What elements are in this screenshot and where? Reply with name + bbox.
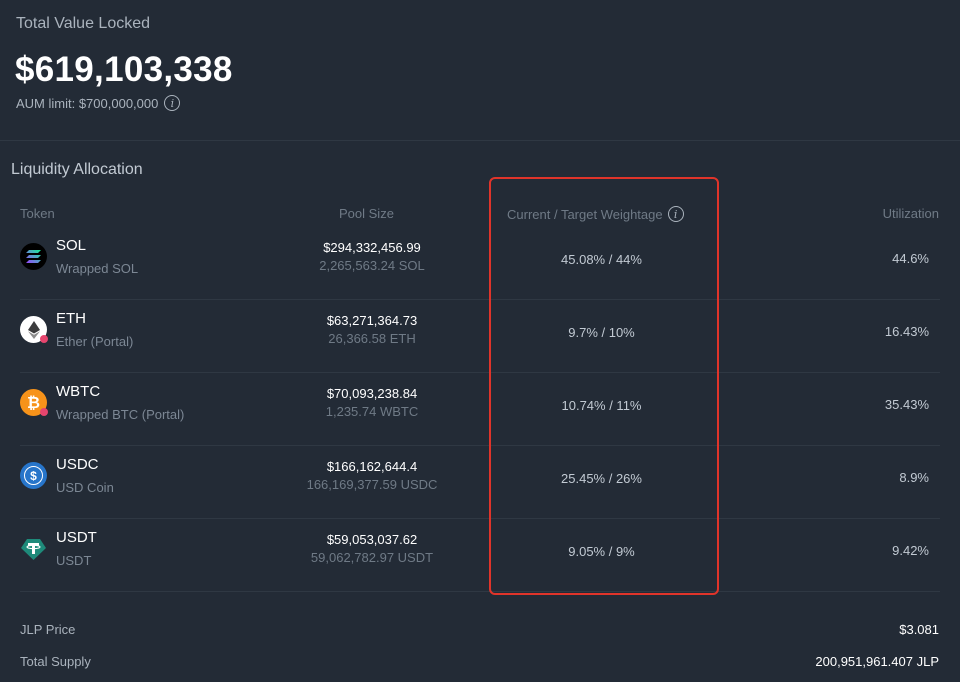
weightage: 25.45% / 26% bbox=[561, 471, 642, 486]
header-utilization: Utilization bbox=[882, 206, 939, 221]
row-divider bbox=[20, 445, 940, 446]
usdt-icon bbox=[20, 535, 47, 562]
pool-size-amount: 1,235.74 WBTC bbox=[325, 404, 419, 419]
row-divider bbox=[20, 591, 940, 592]
usdc-icon: $ bbox=[20, 462, 47, 489]
pool-size-usd: $294,332,456.99 bbox=[323, 240, 421, 255]
pool-size-amount: 26,366.58 ETH bbox=[328, 331, 416, 346]
weightage: 9.7% / 10% bbox=[568, 325, 635, 340]
token-name: Ether (Portal) bbox=[56, 334, 134, 349]
aum-limit: AUM limit: $700,000,000 i bbox=[16, 95, 181, 111]
table-row: SOL Wrapped SOL $294,332,456.99 2,265,56… bbox=[20, 227, 940, 300]
pool-size-amount: 59,062,782.97 USDT bbox=[310, 550, 434, 565]
token-symbol: ETH bbox=[56, 310, 86, 327]
pool-size-amount: 166,169,377.59 USDC bbox=[306, 477, 438, 492]
weightage: 10.74% / 11% bbox=[561, 398, 642, 413]
aum-limit-text: AUM limit: $700,000,000 bbox=[16, 95, 159, 111]
utilization: 44.6% bbox=[892, 251, 929, 266]
pool-size-usd: $70,093,238.84 bbox=[326, 386, 418, 401]
token-symbol: WBTC bbox=[56, 383, 101, 400]
table-row: USDT USDT $59,053,037.62 59,062,782.97 U… bbox=[20, 519, 940, 592]
section-title: Liquidity Allocation bbox=[11, 161, 143, 178]
total-supply-label: Total Supply bbox=[20, 654, 91, 669]
table-row: ₿ WBTC Wrapped BTC (Portal) $70,093,238.… bbox=[20, 373, 940, 446]
token-name: USDT bbox=[56, 553, 92, 568]
header-pool-size: Pool Size bbox=[339, 206, 394, 221]
info-icon[interactable]: i bbox=[667, 206, 684, 222]
row-divider bbox=[20, 372, 940, 373]
info-icon[interactable]: i bbox=[164, 95, 181, 111]
header-weightage: Current / Target Weightage i bbox=[507, 206, 684, 222]
weightage: 45.08% / 44% bbox=[561, 252, 642, 267]
sol-icon bbox=[20, 243, 47, 270]
weightage: 9.05% / 9% bbox=[568, 544, 635, 559]
table-row: $ USDC USD Coin $166,162,644.4 166,169,3… bbox=[20, 446, 940, 519]
jlp-price-value: $3.081 bbox=[899, 622, 939, 637]
tvl-value: $619,103,338 bbox=[15, 50, 233, 89]
token-symbol: USDT bbox=[56, 529, 97, 546]
pool-size-usd: $166,162,644.4 bbox=[326, 459, 418, 474]
pool-size-usd: $63,271,364.73 bbox=[326, 313, 418, 328]
row-divider bbox=[20, 299, 940, 300]
btc-icon: ₿ bbox=[20, 389, 48, 416]
token-name: Wrapped SOL bbox=[56, 261, 139, 276]
utilization: 16.43% bbox=[884, 324, 929, 339]
highlight-box bbox=[489, 177, 719, 595]
tvl-title: Total Value Locked bbox=[16, 15, 151, 32]
utilization: 35.43% bbox=[884, 397, 929, 412]
header-weightage-label: Current / Target Weightage bbox=[507, 206, 663, 222]
utilization: 8.9% bbox=[899, 470, 929, 485]
utilization: 9.42% bbox=[892, 543, 929, 558]
token-symbol: USDC bbox=[56, 456, 99, 473]
row-divider bbox=[20, 518, 940, 519]
total-supply-value: 200,951,961.407 JLP bbox=[815, 654, 939, 669]
token-name: Wrapped BTC (Portal) bbox=[56, 407, 185, 422]
token-symbol: SOL bbox=[56, 237, 87, 254]
token-name: USD Coin bbox=[56, 480, 114, 495]
divider bbox=[0, 140, 960, 141]
header-token: Token bbox=[20, 206, 55, 221]
eth-icon bbox=[20, 316, 48, 343]
pool-size-usd: $59,053,037.62 bbox=[326, 532, 418, 547]
pool-size-amount: 2,265,563.24 SOL bbox=[319, 258, 425, 273]
table-row: ETH Ether (Portal) $63,271,364.73 26,366… bbox=[20, 300, 940, 373]
jlp-price-label: JLP Price bbox=[20, 622, 76, 637]
